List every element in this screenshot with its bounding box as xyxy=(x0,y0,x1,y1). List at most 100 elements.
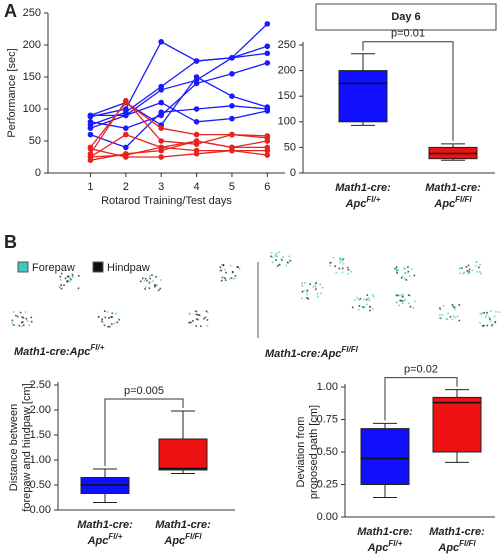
footprint-dot xyxy=(404,277,406,280)
footprint-dot xyxy=(197,318,199,321)
footprint-dot xyxy=(113,322,116,325)
series-marker xyxy=(123,131,129,138)
footprint-dot xyxy=(21,321,24,323)
footprint-dot xyxy=(362,306,364,308)
footprint-dot xyxy=(67,275,70,278)
footprint-dot xyxy=(71,274,74,277)
series-line xyxy=(90,105,268,149)
footprint-dot xyxy=(317,295,320,298)
series-line xyxy=(90,52,268,129)
footprint-dot xyxy=(206,319,209,321)
footprint-dot xyxy=(231,271,234,274)
footprint-dot xyxy=(307,297,310,300)
footprint-dot xyxy=(149,277,151,280)
y-tick-label: 1.00 xyxy=(30,454,51,466)
footprint-dot xyxy=(413,274,416,277)
footprint-dot xyxy=(458,304,461,306)
footprint-dot xyxy=(407,294,410,296)
panel-label: B xyxy=(4,232,17,252)
series-marker xyxy=(123,154,129,160)
footprint-dot xyxy=(278,263,281,266)
series-marker xyxy=(264,108,271,114)
footprint-dot xyxy=(19,311,22,314)
footprint-dot xyxy=(280,258,283,261)
footprint-dot xyxy=(490,310,492,312)
footprint-dot xyxy=(439,307,441,309)
footprint-dot xyxy=(115,312,117,315)
footprint-dot xyxy=(148,287,151,290)
footprint-dot xyxy=(64,277,67,280)
y-tick-label: 1.50 xyxy=(30,429,51,441)
footprint-dot xyxy=(205,310,208,313)
y-tick-label: 0 xyxy=(35,167,41,179)
significance-bracket xyxy=(362,41,454,141)
footprint-dot xyxy=(276,255,278,257)
footprint-dot xyxy=(458,319,461,322)
footprint-dot xyxy=(220,279,223,282)
footprint-dot xyxy=(479,263,482,266)
footprint-dot xyxy=(195,313,198,316)
footprint-dot xyxy=(372,295,375,298)
footprint-dot xyxy=(452,315,455,317)
footprint-dot xyxy=(11,322,13,324)
p-value: p=0.01 xyxy=(391,28,425,40)
footprint-dot xyxy=(153,284,156,286)
footprint-dot xyxy=(495,311,497,313)
footprint-dot xyxy=(471,269,474,272)
label: ApcFl/Fl xyxy=(437,539,476,554)
y-tick-label: 200 xyxy=(23,39,41,51)
footprint-dot xyxy=(339,257,341,259)
footprint-dot xyxy=(407,270,410,273)
footprint-dot xyxy=(287,261,289,264)
footprint-dot xyxy=(107,325,109,328)
label-sup: Fl/+ xyxy=(108,532,122,541)
footprint-dot xyxy=(289,259,291,262)
category-label: Math1-cre: xyxy=(357,526,413,538)
x-tick-label: 4 xyxy=(194,181,200,193)
footprint-dot xyxy=(159,287,161,290)
y-axis-label: proposed path [cm] xyxy=(308,405,320,499)
footprint-dot xyxy=(488,316,490,319)
footprint-dot xyxy=(398,304,400,307)
series-marker xyxy=(264,60,271,66)
series-marker xyxy=(193,138,200,144)
footprint-dot xyxy=(357,308,360,311)
label-base: Apc xyxy=(163,535,185,547)
label-base: Apc xyxy=(367,542,389,554)
footprint-dot xyxy=(396,270,398,273)
footprint-dot xyxy=(491,325,493,328)
footprint-dot xyxy=(199,325,202,328)
footprint-dot xyxy=(478,271,481,273)
footprint-dot xyxy=(301,291,304,293)
y-tick-label: 50 xyxy=(284,141,296,153)
box xyxy=(158,438,208,471)
footprint-dot xyxy=(462,272,465,275)
footprint-dot xyxy=(195,318,198,320)
footprint-dot xyxy=(224,277,226,279)
footprint-dot xyxy=(408,275,411,277)
footprint-dot xyxy=(446,318,449,321)
footprint-dot xyxy=(414,300,416,303)
footprint-dot xyxy=(498,311,500,313)
series-marker xyxy=(87,145,94,152)
series-line xyxy=(90,148,268,158)
y-tick-label: 100 xyxy=(278,116,296,128)
series-line xyxy=(90,133,268,158)
footprint-dot xyxy=(338,267,341,270)
footprint-dot xyxy=(400,277,403,279)
p-value: p=0.005 xyxy=(124,385,164,397)
footprint-dot xyxy=(412,307,415,309)
footprint-dot xyxy=(484,316,487,319)
footprint-dot xyxy=(357,299,360,301)
footprint-dot xyxy=(278,251,281,253)
series-marker xyxy=(229,55,235,61)
footprint-dot xyxy=(353,299,356,301)
footprint-dot xyxy=(144,288,146,290)
footprint-dot xyxy=(396,271,398,274)
footprint-dot xyxy=(108,317,110,319)
footprint-dot xyxy=(20,321,23,324)
footprint-dot xyxy=(271,261,274,263)
footprint-dot xyxy=(442,304,445,307)
footprint-dot xyxy=(237,266,240,268)
footprint-dot xyxy=(301,282,303,284)
